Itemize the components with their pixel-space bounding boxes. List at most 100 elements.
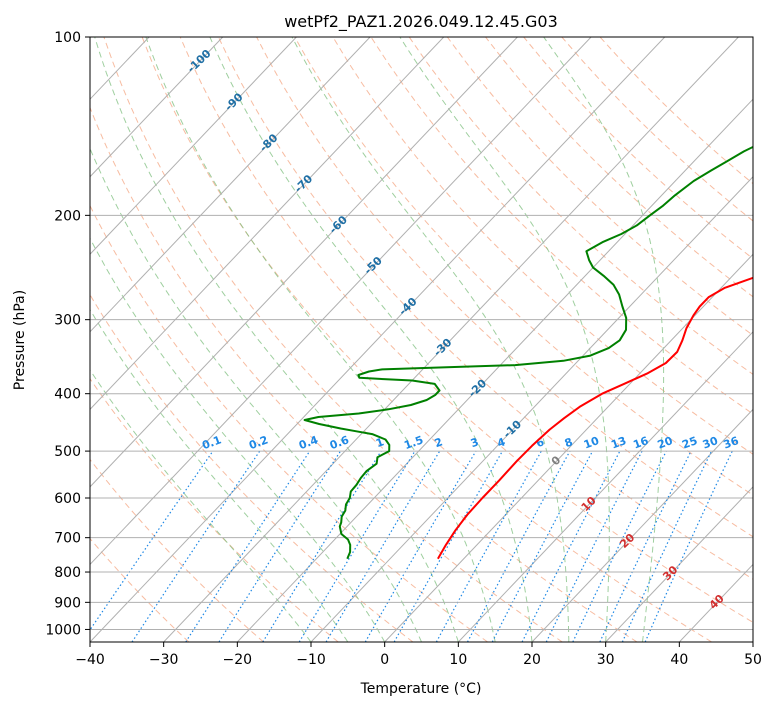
x-axis-ticks: −40 −30 −20 −10 0 10 20 30 40 50	[75, 642, 762, 668]
x-tick-label: −30	[149, 652, 179, 668]
plot-frame	[89, 36, 754, 643]
moist-adiabat	[145, 37, 496, 642]
isotherm-line	[163, 37, 739, 642]
isotherm-line	[90, 37, 592, 566]
y-tick-label: 100	[54, 30, 81, 46]
moist-adiabat	[90, 147, 422, 642]
dry-adiabat	[179, 37, 753, 623]
mixing-ratio-label: 8	[563, 435, 575, 450]
moist-adiabat	[291, 37, 570, 642]
mixing-ratio-label: 25	[680, 434, 699, 451]
mixing-ratio-line	[644, 450, 733, 642]
y-tick-label: 800	[54, 565, 81, 581]
mixing-ratio-line	[545, 450, 643, 642]
dry-adiabat	[103, 37, 638, 642]
mixing-ratio-label: 20	[656, 434, 675, 452]
mixing-ratio-label: 0.2	[247, 433, 270, 452]
mixing-ratio-line	[393, 450, 504, 642]
isotherm-line	[310, 176, 753, 642]
isotherm-line	[90, 37, 518, 488]
mixing-ratio-line	[218, 450, 342, 642]
mixing-ratio-line	[90, 450, 214, 631]
y-tick-label: 400	[54, 387, 81, 403]
dry-adiabat	[523, 37, 753, 260]
dry-adiabat	[370, 37, 753, 415]
isotherm-line	[678, 563, 753, 642]
dry-adiabat	[217, 37, 753, 580]
isotherm-line	[90, 37, 297, 256]
mixing-ratio-line	[572, 450, 667, 642]
mixing-ratio-label: 16	[631, 434, 650, 452]
isotherm-line	[90, 37, 445, 411]
mixing-ratio-line	[599, 450, 692, 642]
mixing-ratio-label: 0.6	[328, 433, 351, 452]
mixing-ratio-label: 0.1	[200, 433, 223, 452]
moist-adiabat	[209, 37, 533, 642]
dry-adiabat	[90, 537, 190, 642]
y-axis-ticks: 100 200 300 400 500 600 700 800 900 1000	[45, 30, 90, 638]
y-tick-label: 200	[54, 208, 81, 224]
isotherm-line	[90, 37, 224, 178]
isotherm-line	[0, 37, 2, 642]
mixing-ratio-label: 2	[433, 435, 445, 450]
dry-adiabat	[256, 37, 753, 538]
sounding-traces	[303, 145, 753, 560]
dry-adiabat	[90, 377, 339, 642]
y-axis-label: Pressure (hPa)	[12, 290, 28, 390]
mixing-ratio-line	[435, 450, 542, 642]
x-tick-label: −10	[296, 652, 326, 668]
dry-adiabat	[332, 37, 753, 455]
x-tick-label: −20	[223, 652, 253, 668]
dry-adiabat	[90, 106, 563, 642]
mixing-ratio-labels: 0.1 0.2 0.4 0.6 1 1.5 2 3 4 6 8 10 13 16 20 25 30 36	[200, 433, 740, 452]
mixing-ratio-label: 30	[701, 434, 720, 452]
moist-adiabat	[90, 369, 312, 642]
x-tick-label: 10	[449, 652, 467, 668]
dry-adiabat	[141, 37, 712, 642]
pressure-gridlines	[90, 37, 753, 630]
x-tick-label: 0	[380, 652, 389, 668]
dry-adiabat	[446, 37, 753, 336]
temperature-trace	[437, 276, 753, 560]
isotherm-line	[531, 408, 753, 642]
dry-adiabat	[485, 37, 753, 298]
y-tick-label: 300	[54, 313, 81, 329]
mixing-ratio-line	[325, 450, 441, 642]
y-tick-label: 700	[54, 531, 81, 547]
moist-adiabat	[90, 308, 349, 642]
chart-title: wetPf2_PAZ1.2026.049.12.45.G03	[284, 12, 558, 32]
mixing-ratio-label: 4	[495, 435, 507, 450]
isotherm-line	[384, 253, 753, 642]
moist-adiabat	[90, 237, 386, 642]
x-tick-label: 40	[670, 652, 688, 668]
y-tick-label: 500	[54, 444, 81, 460]
moist-adiabat	[399, 37, 610, 642]
mixing-ratio-label: 1	[374, 435, 386, 450]
moist-adiabat	[94, 37, 459, 642]
dry-adiabat	[294, 37, 753, 496]
y-tick-label: 900	[54, 595, 81, 611]
isotherm-line	[605, 486, 753, 642]
mixing-ratio-line	[364, 450, 477, 642]
dewpoint-trace	[303, 145, 753, 560]
mixing-ratio-label: 36	[722, 434, 741, 452]
x-tick-label: 50	[744, 652, 762, 668]
mixing-ratio-label: 10	[582, 434, 601, 452]
dry-adiabat	[90, 458, 264, 642]
mixing-ratio-label: 1.5	[402, 433, 425, 452]
mixing-ratio-label: 3	[469, 435, 481, 450]
x-axis-label: Temperature (°C)	[360, 681, 482, 697]
dry-adiabat	[90, 204, 488, 642]
mixing-ratio-line	[262, 450, 382, 642]
dry-adiabat	[561, 37, 753, 222]
mixing-ratio-label: 13	[609, 434, 628, 451]
mixing-ratio-label: 0.4	[297, 433, 320, 452]
moist-adiabat	[543, 37, 665, 642]
isotherm-line	[90, 37, 371, 333]
isotherm-line	[457, 331, 753, 642]
mixing-ratio-line	[185, 450, 311, 642]
mixing-ratio-line	[131, 450, 261, 642]
y-tick-label: 1000	[45, 622, 81, 638]
